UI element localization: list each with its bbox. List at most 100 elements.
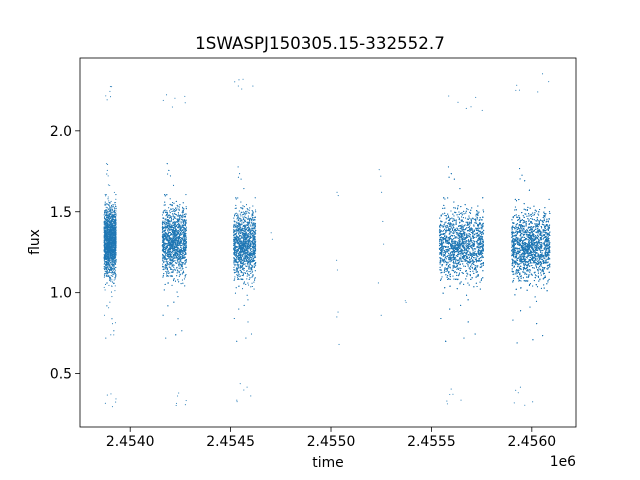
data-point xyxy=(104,239,106,241)
data-point xyxy=(176,275,178,277)
data-point xyxy=(161,214,164,216)
data-point xyxy=(112,243,114,245)
data-point xyxy=(107,255,109,257)
data-point xyxy=(109,85,111,88)
data-point xyxy=(180,260,182,262)
data-point xyxy=(106,233,108,235)
data-point xyxy=(110,393,112,395)
data-point xyxy=(108,240,110,242)
data-point xyxy=(164,268,166,270)
data-point xyxy=(103,217,105,219)
data-point xyxy=(177,260,179,262)
data-point xyxy=(111,247,113,249)
data-point xyxy=(110,265,112,267)
data-point xyxy=(113,227,115,229)
data-point xyxy=(115,241,117,243)
data-point xyxy=(110,204,113,206)
data-point xyxy=(104,255,106,257)
data-point xyxy=(104,275,106,277)
data-point xyxy=(107,227,110,229)
data-point xyxy=(112,222,115,224)
data-point xyxy=(115,401,117,403)
data-point xyxy=(165,337,167,339)
data-point xyxy=(109,219,111,221)
data-point xyxy=(110,225,112,227)
data-point xyxy=(108,201,110,204)
data-point xyxy=(115,224,117,226)
data-point xyxy=(114,263,116,265)
data-point xyxy=(113,212,115,214)
data-point xyxy=(113,268,115,270)
data-point xyxy=(103,225,105,227)
data-point xyxy=(105,264,107,266)
data-point xyxy=(105,95,107,97)
data-point xyxy=(113,219,115,221)
data-point xyxy=(110,211,112,213)
data-point xyxy=(107,254,110,256)
data-point xyxy=(177,318,179,320)
data-point xyxy=(110,200,112,202)
data-point xyxy=(169,275,171,277)
data-point xyxy=(106,163,108,165)
data-point xyxy=(181,262,183,264)
data-point xyxy=(106,254,109,256)
data-point xyxy=(106,228,108,230)
data-point xyxy=(172,214,174,216)
data-point xyxy=(115,266,117,269)
data-point xyxy=(106,249,108,251)
data-point xyxy=(104,261,106,264)
data-point xyxy=(104,283,107,286)
data-point xyxy=(106,243,108,245)
data-point xyxy=(113,217,115,219)
data-point xyxy=(111,257,113,259)
data-point xyxy=(114,226,116,228)
data-point xyxy=(105,237,107,239)
data-point xyxy=(114,285,116,287)
data-point xyxy=(105,210,107,212)
data-point xyxy=(111,250,114,252)
data-point xyxy=(115,262,117,264)
data-point xyxy=(112,216,114,218)
data-point xyxy=(108,261,110,263)
data-point xyxy=(112,224,114,227)
data-point xyxy=(104,223,106,225)
data-point xyxy=(105,252,107,254)
data-point xyxy=(112,240,114,242)
data-point xyxy=(109,201,111,204)
data-point xyxy=(105,251,107,253)
data-point xyxy=(112,226,114,228)
data-point xyxy=(104,240,106,242)
data-point xyxy=(112,273,114,275)
data-point xyxy=(105,224,107,226)
data-point xyxy=(110,237,113,239)
data-point xyxy=(115,201,117,204)
data-point xyxy=(104,216,106,218)
data-point xyxy=(105,228,107,230)
data-point xyxy=(115,214,117,216)
data-point xyxy=(104,402,106,404)
data-point xyxy=(106,242,109,244)
data-point xyxy=(106,246,108,248)
data-point xyxy=(108,230,110,232)
data-point xyxy=(107,247,109,249)
data-point xyxy=(105,258,107,260)
data-point xyxy=(108,277,111,279)
data-point xyxy=(103,221,105,223)
data-point xyxy=(106,251,108,253)
data-point xyxy=(104,252,106,254)
data-point xyxy=(113,273,115,275)
data-point xyxy=(109,264,111,266)
data-point xyxy=(112,209,114,211)
data-point xyxy=(115,275,117,277)
data-point xyxy=(108,218,110,220)
data-point xyxy=(114,254,116,256)
data-point xyxy=(112,211,114,213)
data-point xyxy=(109,227,111,229)
data-point xyxy=(112,204,114,206)
data-point xyxy=(110,248,113,251)
data-point xyxy=(114,225,116,227)
data-point xyxy=(110,245,112,247)
data-point xyxy=(108,307,110,309)
data-point xyxy=(114,270,116,272)
data-point xyxy=(110,275,112,277)
